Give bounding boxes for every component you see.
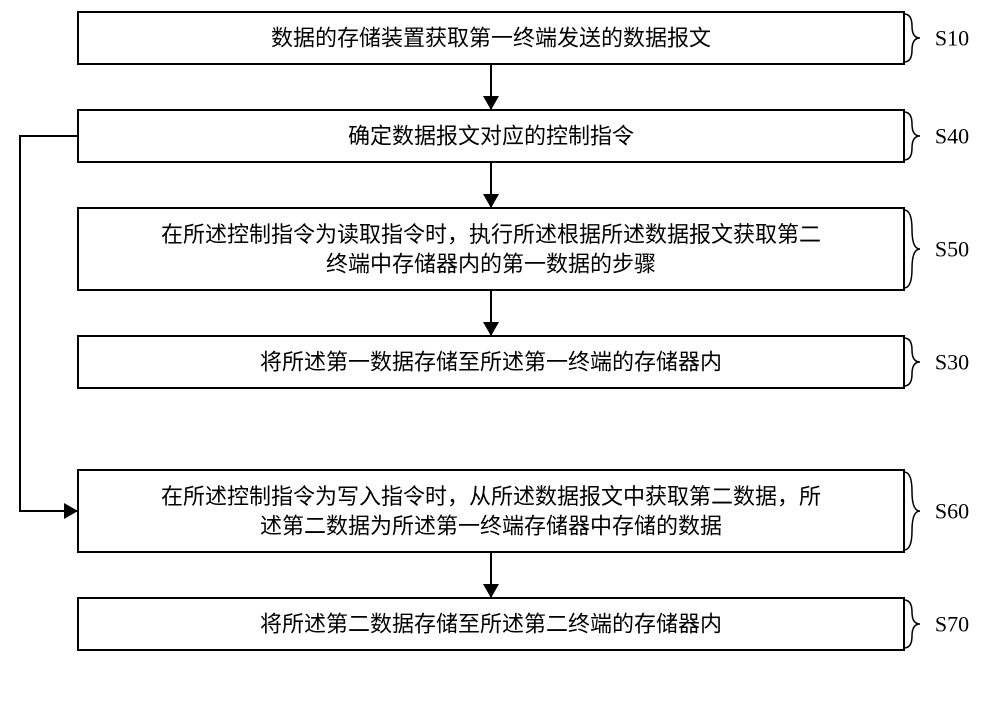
flow-box-text: 述第二数据为所述第一终端存储器中存储的数据 — [260, 514, 722, 539]
step-bracket — [904, 472, 920, 550]
flow-box-text: 终端中存储器内的第一数据的步骤 — [326, 252, 656, 277]
step-bracket — [904, 14, 920, 62]
flow-box-text: 数据的存储装置获取第一终端发送的数据报文 — [271, 26, 711, 51]
step-bracket — [904, 338, 920, 386]
step-label: S10 — [935, 26, 969, 51]
flow-box-text: 在所述控制指令为读取指令时，执行所述根据所述数据报文获取第二 — [161, 222, 821, 247]
flow-box — [78, 470, 904, 552]
step-bracket — [904, 112, 920, 160]
flow-branch-arrow — [20, 136, 78, 511]
step-bracket — [904, 600, 920, 648]
step-label: S30 — [935, 350, 969, 375]
flow-box — [78, 208, 904, 290]
step-bracket — [904, 210, 920, 288]
step-label: S40 — [935, 124, 969, 149]
step-label: S70 — [935, 612, 969, 637]
flow-box-text: 确定数据报文对应的控制指令 — [348, 124, 634, 149]
flow-box-text: 将所述第一数据存储至所述第一终端的存储器内 — [260, 350, 722, 375]
flow-box-text: 在所述控制指令为写入指令时，从所述数据报文中获取第二数据，所 — [161, 484, 821, 509]
step-label: S60 — [935, 499, 969, 524]
flow-box-text: 将所述第二数据存储至所述第二终端的存储器内 — [260, 612, 722, 637]
step-label: S50 — [935, 237, 969, 262]
